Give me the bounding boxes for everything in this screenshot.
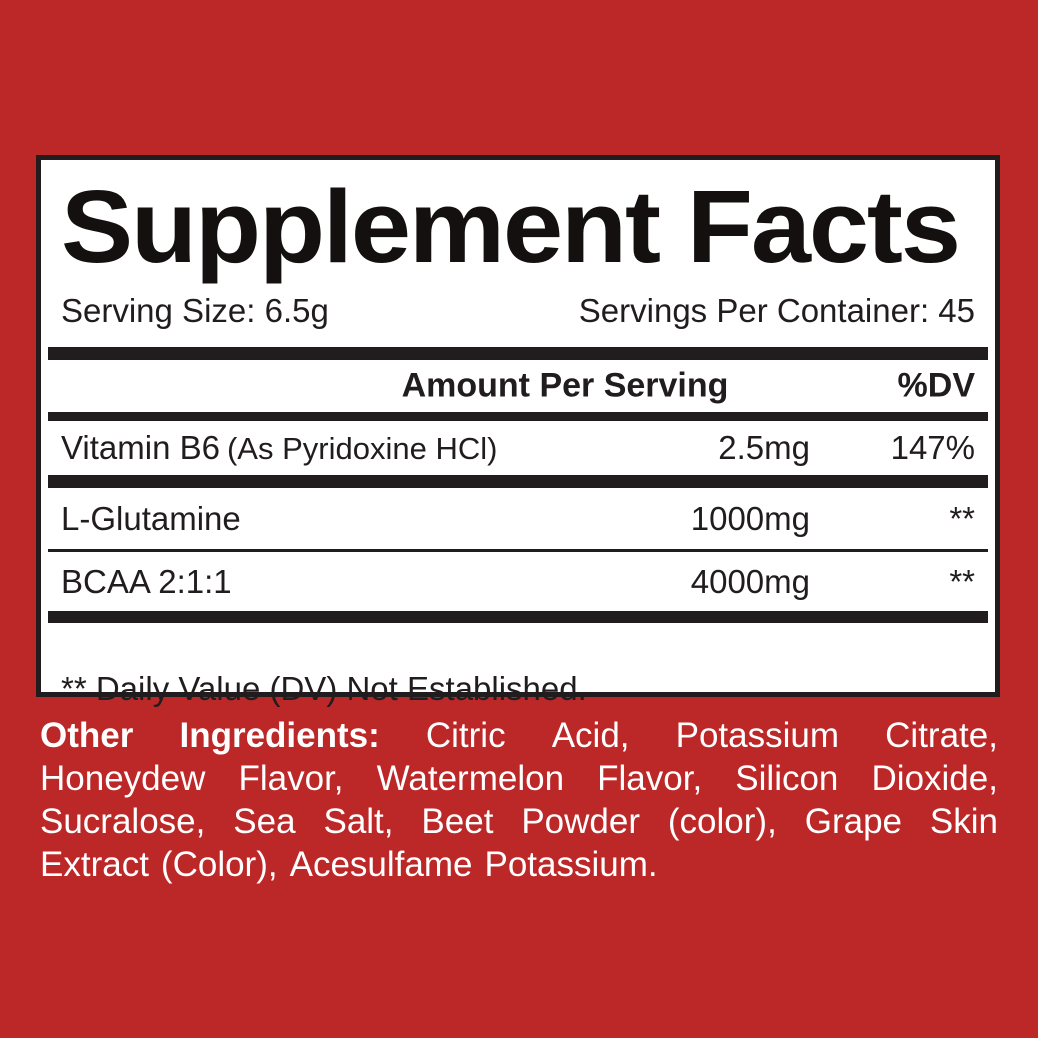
ingredient-word: Watermelon xyxy=(376,759,565,798)
ingredient-word: Extract xyxy=(40,845,149,884)
ingredient-word: Citric xyxy=(425,716,506,755)
other-ingredients-lines: Other Ingredients: Citric Acid, Potassium Cit… xyxy=(40,714,998,886)
serving-size: Serving Size: 6.5g xyxy=(61,292,329,330)
ingredient-word: Potassium xyxy=(675,716,840,755)
ingredients-line: Other Ingredients: Citric Acid, Potassium Cit… xyxy=(40,714,998,757)
divider-thick-top xyxy=(48,347,988,361)
ingredient-word: Grape xyxy=(804,802,902,841)
dv-footnote: ** Daily Value (DV) Not Established. xyxy=(61,670,587,708)
ingredient-dv: ** xyxy=(949,562,975,600)
divider-thick-mid xyxy=(48,475,988,489)
table-header-row: Amount Per Serving %DV xyxy=(61,360,975,412)
ingredient-dv: 147% xyxy=(890,429,975,467)
ingredient-word: Skin xyxy=(929,802,998,841)
ingredient-word: Powder xyxy=(521,802,640,841)
ingredient-word: Ingredients: xyxy=(179,716,380,755)
serving-row: Serving Size: 6.5g Servings Per Containe… xyxy=(61,291,975,331)
divider-medium xyxy=(48,412,988,422)
ingredient-word: Dioxide, xyxy=(871,759,998,798)
ingredient-amount: 4000mg xyxy=(690,562,810,600)
ingredient-word: Acesulfame xyxy=(289,845,473,884)
ingredient-word: Salt, xyxy=(323,802,394,841)
table-row: Vitamin B6 (As Pyridoxine HCl) 2.5mg 147% xyxy=(61,421,975,475)
panel-title: Supplement Facts xyxy=(61,169,961,284)
ingredient-note: (As Pyridoxine HCl) xyxy=(226,431,498,467)
ingredient-amount: 2.5mg xyxy=(718,429,810,467)
ingredient-amount: 1000mg xyxy=(690,499,810,537)
ingredient-word: Potassium. xyxy=(484,845,658,884)
ingredient-word: Silicon xyxy=(735,759,839,798)
ingredient-name: BCAA 2:1:1 xyxy=(61,562,232,600)
table-row: BCAA 2:1:1 4000mg ** xyxy=(61,552,975,611)
divider-thick-bottom xyxy=(48,611,988,624)
ingredient-word: Flavor, xyxy=(597,759,703,798)
ingredient-word: Citrate, xyxy=(885,716,998,755)
table-row: L-Glutamine 1000mg ** xyxy=(61,488,975,549)
ingredients-line: Extract (Color), Acesulfame Potassium. xyxy=(40,843,998,886)
ingredient-word: Other xyxy=(40,716,134,755)
ingredient-word: Sea xyxy=(233,802,296,841)
ingredient-name: Vitamin B6 xyxy=(61,429,220,467)
ingredients-line: Honeydew Flavor, Watermelon Flavor, Silicon D… xyxy=(40,757,998,800)
other-ingredients: Other Ingredients: Citric Acid, Potassium Cit… xyxy=(40,714,998,886)
ingredient-word: Sucralose, xyxy=(40,802,206,841)
ingredients-line: Sucralose, Sea Salt, Beet Powder (color), Grap… xyxy=(40,800,998,843)
ingredient-dv: ** xyxy=(949,499,975,537)
ingredient-word: (Color), xyxy=(160,845,278,884)
ingredient-word: Acid, xyxy=(551,716,630,755)
supplement-facts-panel: Supplement Facts Serving Size: 6.5g Serv… xyxy=(36,155,1000,707)
ingredient-name: L-Glutamine xyxy=(61,499,241,537)
ingredient-word: Flavor, xyxy=(238,759,344,798)
ingredient-word: Beet xyxy=(421,802,494,841)
amount-per-serving-header: Amount Per Serving xyxy=(401,366,729,405)
divider-thin xyxy=(48,549,988,553)
ingredient-word: (color), xyxy=(667,802,777,841)
dv-header: %DV xyxy=(897,366,975,405)
servings-per-container: Servings Per Container: 45 xyxy=(578,292,975,330)
ingredient-word: Honeydew xyxy=(40,759,206,798)
